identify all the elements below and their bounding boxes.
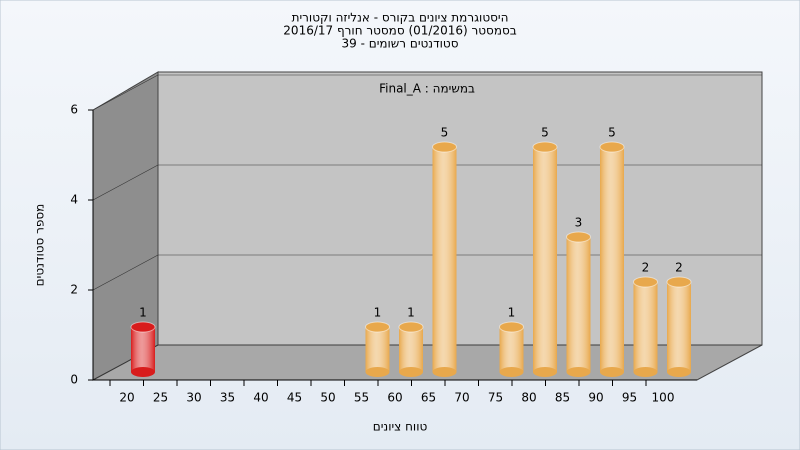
- x-tick-label: 75: [488, 391, 503, 405]
- data-label: 5: [441, 126, 449, 140]
- bar-top: [666, 276, 692, 288]
- bar-top: [432, 141, 457, 153]
- bar-bottom: [566, 367, 591, 377]
- x-tick-label: 50: [320, 391, 335, 405]
- chart-title: היסטוגרמת ציונים בקורס - אנליזה וקטורית: [292, 11, 509, 25]
- data-label: 1: [374, 306, 382, 320]
- y-tick-label: 4: [70, 193, 78, 207]
- chart-subtitle: סטודנטים רשומים - 39: [341, 37, 458, 51]
- bar-bottom: [633, 367, 658, 377]
- bar-top: [365, 321, 390, 333]
- x-tick-label: 80: [521, 391, 536, 405]
- x-tick-label: 25: [153, 391, 168, 405]
- data-label: 3: [575, 216, 583, 230]
- data-label: 1: [139, 306, 147, 320]
- bar-bottom: [432, 367, 457, 377]
- grid: [92, 74, 762, 381]
- annotation: Final_A : במשימה: [379, 82, 475, 96]
- bar-group: 1: [499, 306, 524, 377]
- x-axis-label: טווח ציונים: [373, 420, 428, 434]
- data-label: 5: [541, 126, 549, 140]
- bar-bottom: [600, 367, 624, 377]
- bar-top: [566, 231, 591, 243]
- bar-shade: [533, 147, 557, 372]
- bar-bottom: [365, 367, 390, 377]
- grid-line: [92, 164, 159, 201]
- bar-shade: [633, 282, 658, 372]
- grid-line: [92, 74, 159, 111]
- bar-group: 1: [398, 306, 424, 377]
- y-tick-label: 6: [70, 103, 78, 117]
- bar-group: 1: [365, 306, 390, 377]
- bar-shade: [432, 147, 457, 372]
- bar-shade: [499, 327, 524, 372]
- bars: 1 1 1 5 1 5 3 5 2 2: [130, 126, 692, 377]
- x-tick-label: 90: [588, 391, 603, 405]
- chart-subtitle: בסמסטר (01/2016) סמסטר חורף 2016/17: [283, 24, 516, 38]
- bar-group: 5: [532, 126, 558, 377]
- bar-top: [130, 321, 156, 333]
- y-tick-label: 2: [70, 283, 78, 297]
- bar-group: 2: [633, 261, 658, 377]
- bar-group: 5: [599, 126, 625, 377]
- bar-top: [633, 276, 658, 288]
- bar-shade: [399, 327, 423, 372]
- x-tick-label: 30: [186, 391, 201, 405]
- x-tick-label: 40: [253, 391, 268, 405]
- bar-bottom: [399, 367, 423, 377]
- x-tick-label: 85: [555, 391, 570, 405]
- y-tick-label: 0: [70, 373, 78, 387]
- x-tick-label: 55: [354, 391, 369, 405]
- grid-line: [92, 254, 159, 291]
- data-label: 5: [608, 126, 616, 140]
- data-label: 1: [407, 306, 415, 320]
- x-tick-label: 95: [622, 391, 637, 405]
- bar-shade: [365, 327, 390, 372]
- bar-bottom: [499, 367, 524, 377]
- bar-bottom: [533, 367, 557, 377]
- bar-top: [398, 321, 424, 333]
- data-label: 1: [508, 306, 516, 320]
- x-tick-label: 65: [421, 391, 436, 405]
- bar-bottom: [667, 367, 691, 377]
- bar-group: 3: [566, 216, 591, 377]
- bar-group: 2: [666, 261, 692, 377]
- x-tick-label: 20: [119, 391, 134, 405]
- x-tick-label: 60: [387, 391, 402, 405]
- data-label: 2: [675, 261, 683, 275]
- floor: [92, 344, 763, 381]
- bar-bottom: [131, 367, 155, 377]
- x-tick-label: 100: [652, 391, 675, 405]
- bar-shade: [131, 327, 155, 372]
- bar-top: [532, 141, 558, 153]
- bar-shade: [566, 237, 591, 372]
- bar-group: 5: [432, 126, 457, 377]
- bar-group: 1: [130, 306, 156, 377]
- x-tick-label: 35: [220, 391, 235, 405]
- y-axis-label: מספר סטודנטים: [33, 204, 47, 287]
- bar-shade: [600, 147, 624, 372]
- bar-top: [499, 321, 524, 333]
- bar-shade: [667, 282, 691, 372]
- x-tick-label: 70: [454, 391, 469, 405]
- x-tick-label: 45: [287, 391, 302, 405]
- data-label: 2: [642, 261, 650, 275]
- bar-top: [599, 141, 625, 153]
